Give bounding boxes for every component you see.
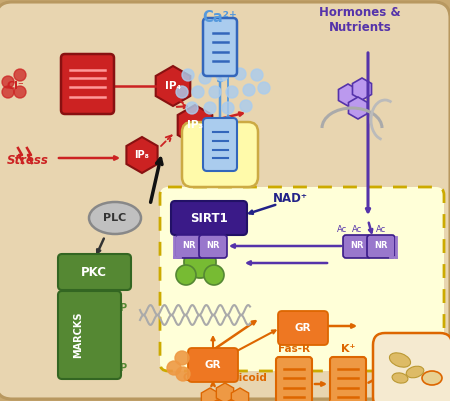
FancyBboxPatch shape	[203, 18, 237, 76]
Text: Cell Death: Cell Death	[379, 395, 441, 401]
Text: NR: NR	[350, 241, 364, 251]
Text: AAAAA: AAAAA	[253, 306, 280, 314]
FancyBboxPatch shape	[160, 187, 444, 371]
Circle shape	[176, 367, 190, 381]
Circle shape	[204, 102, 216, 114]
FancyBboxPatch shape	[199, 235, 227, 258]
Circle shape	[192, 240, 208, 256]
Circle shape	[186, 102, 198, 114]
Polygon shape	[223, 400, 241, 401]
Polygon shape	[352, 78, 372, 100]
Circle shape	[2, 86, 14, 98]
Ellipse shape	[422, 371, 442, 385]
FancyBboxPatch shape	[182, 122, 258, 187]
Text: TTP: TTP	[187, 233, 213, 247]
Circle shape	[204, 265, 224, 285]
Text: -P: -P	[117, 303, 127, 313]
FancyBboxPatch shape	[330, 357, 366, 401]
FancyBboxPatch shape	[61, 54, 114, 114]
Text: TNFα mRNA: TNFα mRNA	[164, 331, 226, 341]
FancyBboxPatch shape	[278, 311, 328, 345]
Text: IP₃: IP₃	[187, 120, 203, 130]
Circle shape	[209, 86, 221, 98]
FancyBboxPatch shape	[58, 254, 131, 290]
Text: NR: NR	[206, 241, 220, 251]
FancyBboxPatch shape	[343, 235, 371, 258]
Text: Ac: Ac	[376, 225, 386, 235]
Polygon shape	[126, 137, 158, 173]
FancyBboxPatch shape	[367, 235, 395, 258]
FancyBboxPatch shape	[175, 235, 203, 258]
Circle shape	[240, 100, 252, 112]
Circle shape	[176, 86, 188, 98]
Text: NAD⁺: NAD⁺	[273, 192, 307, 205]
FancyBboxPatch shape	[188, 348, 238, 382]
Circle shape	[14, 69, 26, 81]
Circle shape	[330, 398, 342, 401]
Text: Glucocorticoid: Glucocorticoid	[183, 373, 267, 383]
Text: PLC: PLC	[104, 213, 126, 223]
Polygon shape	[338, 84, 358, 106]
Polygon shape	[156, 66, 190, 106]
Circle shape	[222, 102, 234, 114]
Text: Fas-R: Fas-R	[278, 344, 310, 354]
Circle shape	[176, 265, 196, 285]
Text: Stress: Stress	[7, 154, 49, 166]
Text: PKC: PKC	[81, 265, 107, 279]
Circle shape	[14, 86, 26, 98]
Text: Ac: Ac	[352, 225, 362, 235]
Polygon shape	[178, 105, 212, 145]
Text: SIRT1: SIRT1	[190, 211, 228, 225]
Text: GR: GR	[205, 360, 221, 370]
Circle shape	[243, 84, 255, 96]
Ellipse shape	[392, 373, 408, 383]
Circle shape	[167, 361, 181, 375]
Circle shape	[216, 69, 228, 81]
Text: Ca²⁺: Ca²⁺	[202, 10, 238, 25]
Circle shape	[258, 82, 270, 94]
FancyBboxPatch shape	[276, 357, 312, 401]
Circle shape	[175, 351, 189, 365]
Ellipse shape	[406, 366, 424, 378]
Text: IP₄: IP₄	[165, 81, 181, 91]
Circle shape	[182, 69, 194, 81]
Text: Cl⁻: Cl⁻	[6, 81, 24, 91]
Polygon shape	[231, 388, 249, 401]
Polygon shape	[201, 388, 219, 401]
FancyBboxPatch shape	[171, 201, 247, 235]
Text: Hormones &
Nutrients: Hormones & Nutrients	[319, 6, 401, 34]
Circle shape	[2, 76, 14, 88]
Circle shape	[226, 86, 238, 98]
Text: AUU: AUU	[253, 316, 269, 324]
Circle shape	[234, 68, 246, 80]
Circle shape	[251, 69, 263, 81]
Text: GR: GR	[295, 323, 311, 333]
Polygon shape	[216, 383, 234, 401]
Polygon shape	[348, 97, 368, 119]
Ellipse shape	[89, 202, 141, 234]
Text: IP₈: IP₈	[135, 150, 149, 160]
Text: Ac: Ac	[337, 225, 347, 235]
Circle shape	[184, 246, 216, 278]
Text: NR: NR	[182, 241, 196, 251]
Text: MARCKS: MARCKS	[73, 312, 83, 358]
Text: NR: NR	[374, 241, 388, 251]
Text: K⁺: K⁺	[341, 344, 355, 354]
FancyBboxPatch shape	[203, 118, 237, 171]
FancyBboxPatch shape	[58, 291, 121, 379]
Polygon shape	[208, 400, 225, 401]
Circle shape	[192, 86, 204, 98]
Ellipse shape	[389, 353, 410, 367]
Circle shape	[199, 72, 211, 84]
Text: -P: -P	[117, 363, 127, 373]
FancyBboxPatch shape	[373, 333, 450, 401]
